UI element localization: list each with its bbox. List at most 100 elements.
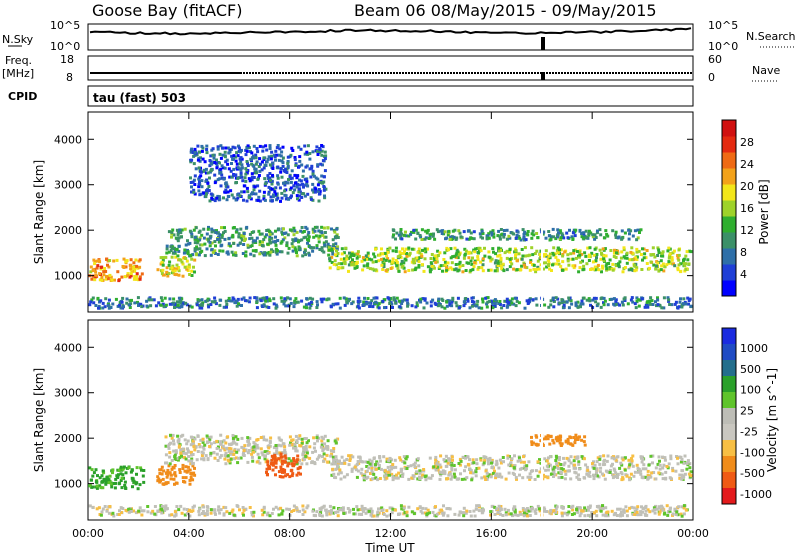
echo-cell	[226, 299, 230, 303]
echo-cell	[91, 474, 95, 478]
echo-cell	[661, 262, 665, 266]
echo-cell	[684, 268, 688, 271]
echo-cell	[254, 241, 258, 244]
echo-cell	[258, 232, 262, 236]
echo-cell	[180, 511, 184, 515]
echo-cell	[209, 303, 213, 306]
echo-cell	[119, 511, 123, 514]
echo-cell	[468, 458, 471, 462]
echo-cell	[331, 302, 335, 306]
echo-cell	[424, 250, 428, 254]
echo-cell	[355, 505, 359, 509]
echo-cell	[657, 512, 661, 516]
echo-cell	[383, 251, 387, 255]
echo-cell	[357, 512, 361, 516]
echo-cell	[244, 172, 248, 176]
echo-cell	[306, 504, 310, 508]
echo-cell	[507, 463, 511, 467]
echo-cell	[302, 305, 306, 309]
echo-cell	[125, 301, 129, 305]
echo-cell	[565, 513, 569, 517]
echo-cell	[498, 458, 502, 462]
echo-cell	[474, 304, 478, 308]
echo-cell	[106, 275, 110, 279]
echo-cell	[235, 304, 239, 308]
echo-cell	[398, 250, 402, 254]
echo-cell	[628, 463, 632, 467]
echo-cell	[582, 457, 586, 461]
echo-cell	[169, 249, 173, 252]
echo-cell	[294, 162, 298, 166]
echo-cell	[231, 296, 235, 300]
echo-cell	[532, 233, 536, 237]
echo-cell	[390, 302, 394, 306]
echo-cell	[122, 305, 125, 309]
echo-cell	[420, 511, 424, 515]
echo-cell	[556, 467, 560, 471]
echo-cell	[509, 461, 513, 465]
echo-cell	[172, 449, 176, 453]
echo-cell	[217, 195, 221, 199]
echo-cell	[378, 459, 382, 463]
echo-cell	[448, 472, 452, 476]
echo-cell	[90, 478, 93, 482]
echo-cell	[543, 507, 547, 511]
echo-cell	[636, 505, 640, 509]
echo-cell	[583, 251, 587, 255]
echo-cell	[232, 439, 236, 443]
echo-cell	[604, 229, 608, 233]
echo-cell	[432, 232, 435, 236]
echo-cell	[311, 188, 314, 192]
echo-cell	[639, 513, 643, 517]
echo-cell	[219, 440, 223, 444]
echo-cell	[253, 296, 257, 300]
echo-cell	[434, 458, 438, 462]
echo-cell	[545, 464, 549, 468]
echo-cell	[582, 440, 586, 444]
echo-cell	[186, 242, 190, 246]
echo-cell	[668, 507, 672, 511]
echo-cell	[283, 236, 287, 240]
echo-cell	[464, 455, 468, 458]
echo-cell	[432, 256, 436, 260]
echo-cell	[200, 306, 204, 310]
echo-cell	[206, 436, 209, 440]
echo-cell	[677, 258, 681, 262]
echo-cell	[277, 158, 281, 162]
echo-cell	[301, 453, 305, 457]
echo-cell	[423, 298, 427, 302]
echo-cell	[190, 453, 193, 457]
echo-cell	[246, 439, 250, 443]
echo-cell	[165, 270, 169, 274]
echo-cell	[614, 298, 618, 302]
echo-cell	[161, 268, 165, 272]
echo-cell	[224, 506, 228, 510]
echo-cell	[512, 302, 516, 306]
echo-cell	[288, 155, 292, 159]
echo-cell	[290, 462, 294, 466]
echo-cell	[599, 257, 603, 261]
echo-cell	[406, 465, 410, 468]
echo-cell	[578, 514, 582, 518]
echo-cell	[208, 240, 212, 244]
echo-cell	[214, 512, 217, 516]
echo-cell	[213, 511, 217, 515]
echo-cell	[460, 477, 464, 481]
echo-cell	[315, 510, 319, 514]
echo-cell	[429, 261, 433, 265]
echo-cell	[247, 177, 251, 181]
echo-cell	[317, 181, 321, 185]
echo-cell	[279, 296, 283, 300]
echo-cell	[169, 477, 173, 481]
echo-cell	[577, 473, 580, 477]
echo-cell	[469, 514, 473, 518]
echo-cell	[192, 190, 196, 194]
echo-cell	[434, 514, 438, 518]
echo-cell	[101, 486, 105, 490]
echo-cell	[262, 438, 266, 442]
echo-cell	[451, 229, 455, 233]
echo-cell	[499, 258, 503, 262]
echo-cell	[242, 449, 246, 452]
echo-cell	[190, 190, 193, 194]
echo-cell	[193, 466, 196, 470]
